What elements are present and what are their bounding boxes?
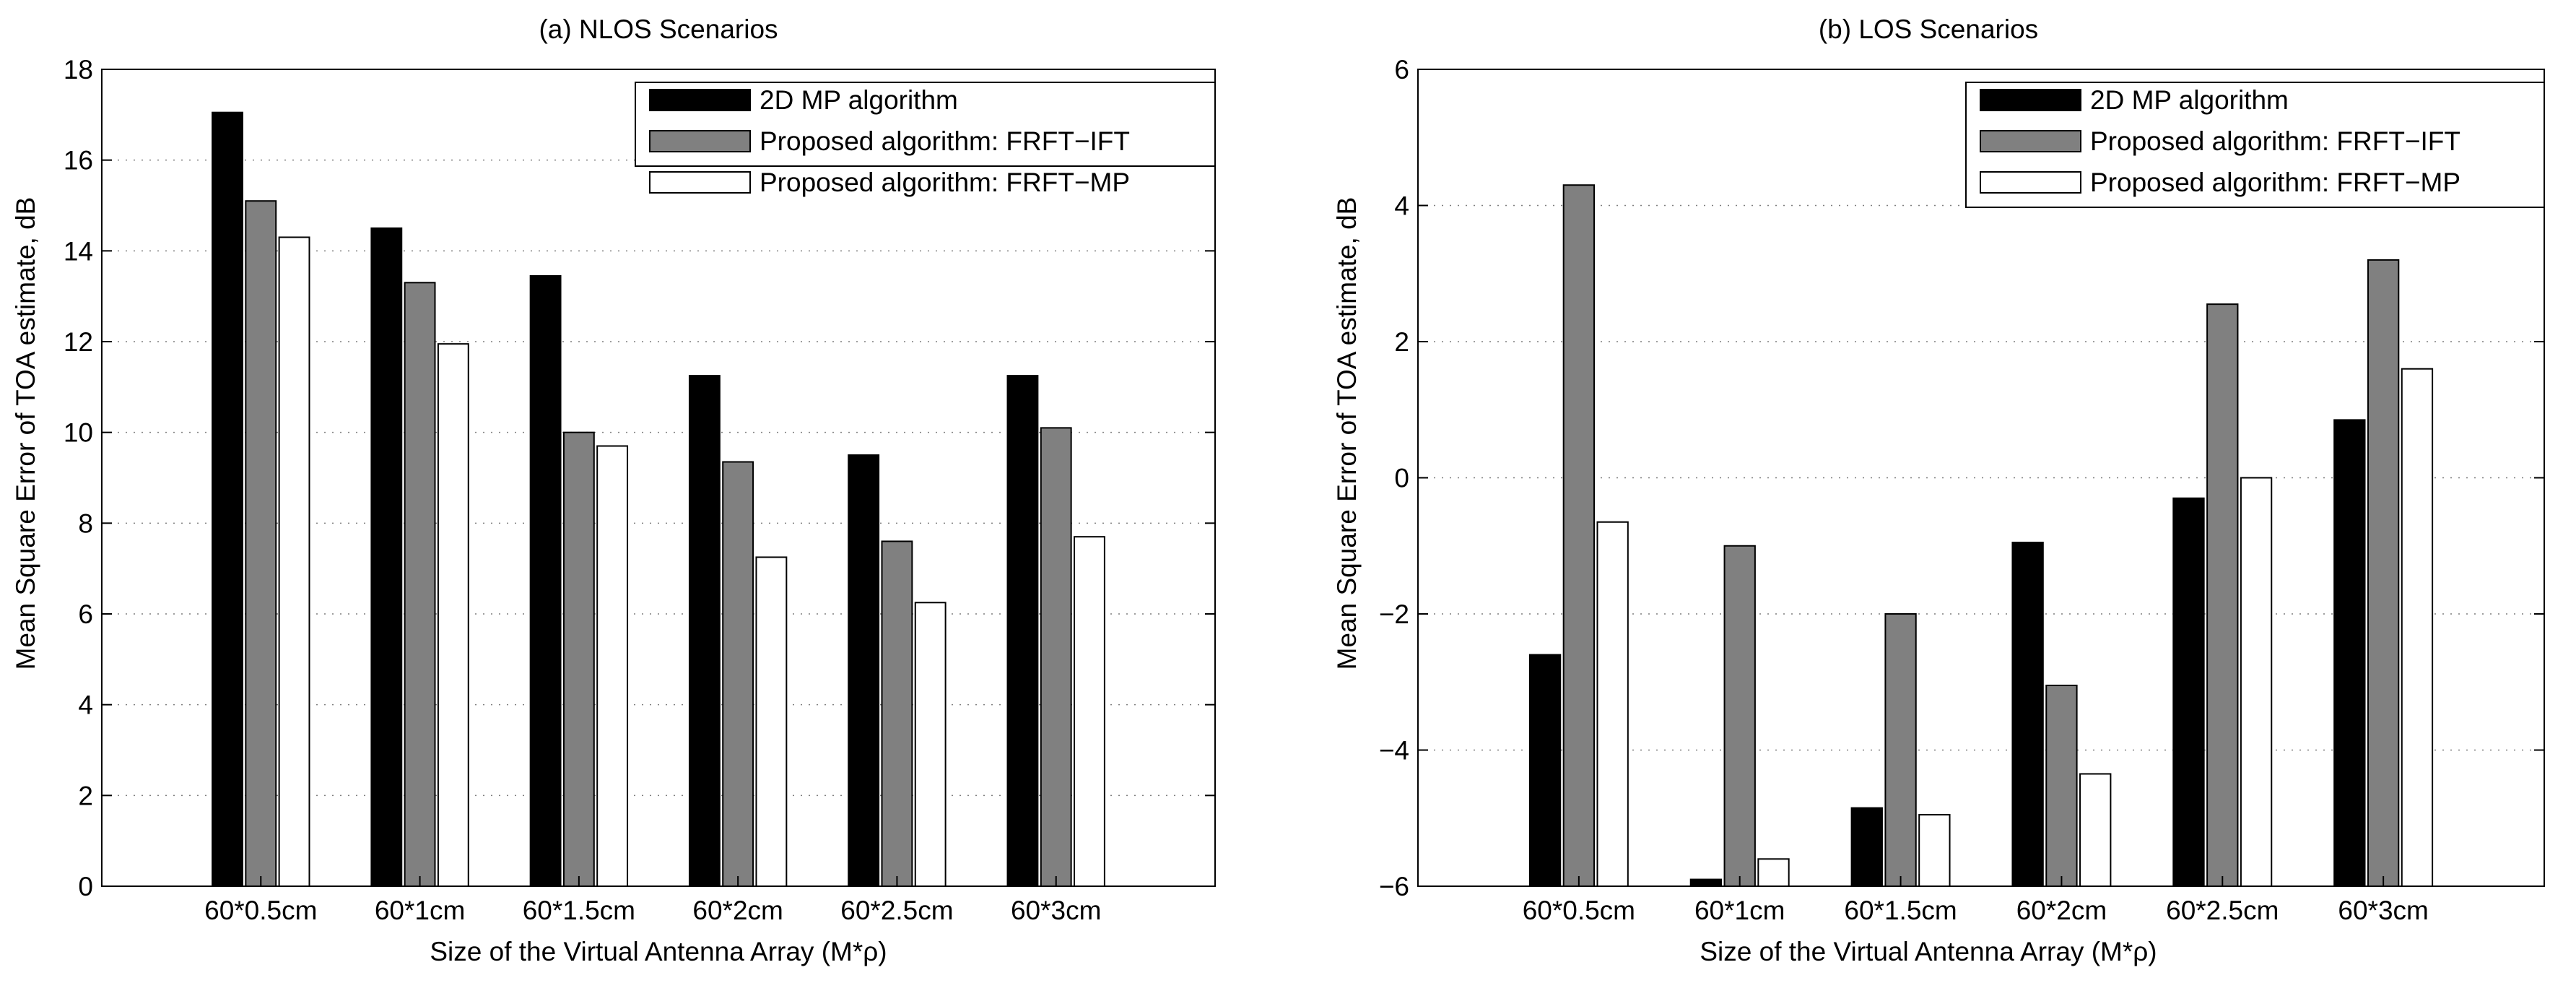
nlos-legend-label-frft-ift: Proposed algorithm: FRFT−IFT <box>760 126 1130 156</box>
los-x-tick-label: 60*0.5cm <box>1523 896 1635 925</box>
nlos-bar-2d-mp <box>1006 375 1039 887</box>
nlos-bar-frft-mp <box>278 236 310 887</box>
nlos-bar-frft-mp <box>596 445 629 887</box>
los-y-tick-label: 0 <box>1394 464 1409 493</box>
nlos-x-tick-label: 60*1.5cm <box>523 896 635 925</box>
los-bar-frft-ift <box>1884 613 1917 887</box>
nlos-y-tick-label: 4 <box>78 690 93 720</box>
nlos-x-ticks: 60*0.5cm 60*1cm 60*1.5cm 60*2cm 60*2.5cm 60*3… <box>204 876 1101 925</box>
nlos-x-tick-label: 60*3cm <box>1011 896 1101 925</box>
los-bar-frft-ift <box>1562 184 1596 888</box>
los-legend-label-2d-mp: 2D MP algorithm <box>2090 85 2289 115</box>
nlos-y-axis-label: Mean Square Error of TOA estimate, dB <box>11 197 40 670</box>
los-y-tick-label: 6 <box>1394 55 1409 85</box>
los-x-tick-label: 60*3cm <box>2338 896 2428 925</box>
los-bar-frft-mp <box>2079 773 2112 888</box>
nlos-bar-frft-ift <box>245 200 277 887</box>
nlos-axes-frame <box>101 69 1216 887</box>
los-bar-2d-mp <box>2172 497 2205 887</box>
los-bar-frft-mp <box>1596 521 1629 887</box>
nlos-legend-label-frft-mp: Proposed algorithm: FRFT−MP <box>760 168 1130 197</box>
los-x-axis-label: Size of the Virtual Antenna Array (M*ρ) <box>1700 937 2157 966</box>
nlos-bar-frft-mp <box>1074 536 1105 888</box>
nlos-y-tick-label: 0 <box>78 872 93 901</box>
nlos-legend-label-2d-mp: 2D MP algorithm <box>760 85 958 115</box>
nlos-bar-2d-mp <box>688 375 721 887</box>
nlos-bar-2d-mp <box>848 454 880 887</box>
nlos-y-tick-label: 18 <box>64 55 93 85</box>
nlos-x-tick-label: 60*0.5cm <box>204 896 317 925</box>
nlos-x-axis-label: Size of the Virtual Antenna Array (M*ρ) <box>430 937 887 966</box>
los-legend-label-frft-mp: Proposed algorithm: FRFT−MP <box>2090 168 2460 197</box>
los-bar-frft-mp <box>1918 814 1951 887</box>
los-axes-frame <box>1417 69 2545 887</box>
nlos-legend: 2D MP algorithm Proposed algorithm: FRFT… <box>635 82 1216 197</box>
los-bar-frft-mp <box>2401 368 2434 887</box>
nlos-legend-swatch-2d-mp <box>649 89 751 111</box>
nlos-bar-frft-mp <box>437 343 469 887</box>
los-bar-frft-mp <box>2240 477 2273 887</box>
los-legend-label-frft-ift: Proposed algorithm: FRFT−IFT <box>2090 126 2460 156</box>
nlos-bar-frft-ift <box>562 431 595 887</box>
los-y-tick-label: 2 <box>1394 327 1409 357</box>
los-y-ticks: −6 −4 −2 0 2 4 6 <box>1379 55 2544 901</box>
los-legend: 2D MP algorithm Proposed algorithm: FRFT… <box>1965 82 2545 208</box>
los-y-tick-label: 4 <box>1394 191 1409 221</box>
los-y-tick-label: −4 <box>1379 736 1409 766</box>
nlos-bar-frft-ift <box>881 540 913 887</box>
los-x-tick-label: 60*2.5cm <box>2166 896 2279 925</box>
nlos-y-tick-label: 6 <box>78 599 93 629</box>
los-legend-swatch-2d-mp <box>1980 89 2081 111</box>
los-x-tick-label: 60*1.5cm <box>1844 896 1957 925</box>
nlos-bars <box>212 111 1105 888</box>
los-y-axis-label: Mean Square Error of TOA estimate, dB <box>1332 197 1362 670</box>
nlos-y-tick-label: 8 <box>78 508 93 538</box>
nlos-y-tick-label: 10 <box>64 418 93 448</box>
nlos-x-tick-label: 60*1cm <box>375 896 465 925</box>
los-bar-2d-mp <box>2333 419 2366 887</box>
los-bar-2d-mp <box>1850 807 1883 888</box>
nlos-bar-frft-ift <box>722 461 754 887</box>
los-x-ticks: 60*0.5cm 60*1cm 60*1.5cm 60*2cm 60*2.5cm 60*3… <box>1523 876 2429 925</box>
nlos-bar-2d-mp <box>212 111 243 888</box>
nlos-bar-frft-mp <box>914 602 947 888</box>
los-chart-panel: (b) LOS Scenarios Size of the Virtual An… <box>1332 14 2545 966</box>
los-chart-title: (b) LOS Scenarios <box>1819 14 2038 44</box>
los-bar-2d-mp <box>1528 654 1562 887</box>
nlos-y-tick-label: 16 <box>64 146 93 176</box>
nlos-bar-frft-ift <box>404 282 436 888</box>
los-y-tick-label: −6 <box>1379 872 1409 901</box>
nlos-bar-frft-ift <box>1040 427 1072 887</box>
nlos-legend-swatch-frft-ift <box>649 130 751 152</box>
nlos-y-tick-label: 2 <box>78 781 93 810</box>
los-bar-2d-mp <box>2011 542 2044 887</box>
los-bar-frft-ift <box>2367 259 2400 887</box>
los-bar-frft-ift <box>1723 545 1756 887</box>
nlos-y-tick-label: 14 <box>64 236 93 266</box>
nlos-x-tick-label: 60*2.5cm <box>840 896 953 925</box>
los-legend-swatch-frft-ift <box>1980 130 2081 152</box>
los-y-tick-label: −2 <box>1379 599 1409 629</box>
los-x-tick-label: 60*2cm <box>2016 896 2107 925</box>
nlos-y-ticks: 0 2 4 6 8 10 12 14 16 18 <box>64 55 1215 901</box>
los-bar-frft-mp <box>1757 858 1790 888</box>
los-bar-frft-ift <box>2206 303 2239 888</box>
nlos-bar-2d-mp <box>370 227 403 887</box>
nlos-chart-title: (a) NLOS Scenarios <box>539 14 778 44</box>
nlos-chart-panel: (a) NLOS Scenarios Size of the Virtual A… <box>11 14 1216 966</box>
nlos-legend-swatch-frft-mp <box>649 171 751 194</box>
los-x-tick-label: 60*1cm <box>1694 896 1785 925</box>
nlos-x-tick-label: 60*2cm <box>692 896 783 925</box>
los-bar-2d-mp <box>1689 878 1723 887</box>
nlos-bar-2d-mp <box>529 274 562 887</box>
los-bar-frft-ift <box>2045 684 2078 888</box>
nlos-y-tick-label: 12 <box>64 327 93 357</box>
los-bars <box>1528 184 2434 888</box>
los-legend-swatch-frft-mp <box>1980 171 2081 194</box>
nlos-bar-frft-mp <box>755 556 788 887</box>
